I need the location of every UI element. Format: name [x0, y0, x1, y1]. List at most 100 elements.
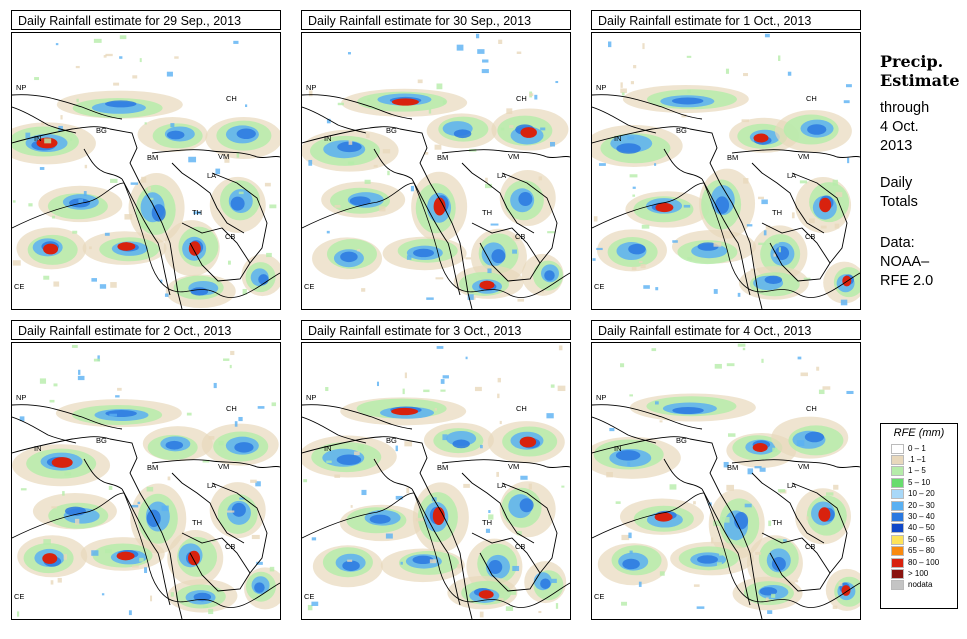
- rain-speck: [659, 420, 663, 423]
- country-label: TH: [772, 208, 782, 217]
- rain-area: [453, 129, 472, 139]
- rain-speck: [53, 383, 58, 387]
- country-label: BG: [96, 126, 107, 135]
- rain-speck: [555, 80, 559, 84]
- rain-speck: [796, 440, 805, 447]
- rain-speck: [484, 183, 492, 189]
- country-label: CE: [14, 282, 24, 291]
- rain-speck: [223, 358, 230, 361]
- country-border: [461, 162, 535, 234]
- rain-area: [544, 270, 555, 281]
- rain-speck: [631, 266, 637, 271]
- rain-speck: [497, 377, 501, 383]
- rain-speck: [629, 394, 633, 397]
- rain-speck: [132, 565, 139, 568]
- through-label: through: [880, 100, 930, 116]
- heavy-rain-area: [391, 407, 419, 416]
- rainfall-map: NP CH IN BG BM VM LA TH CB CE: [591, 32, 861, 310]
- rain-speck: [456, 44, 464, 51]
- country-border: [461, 472, 535, 544]
- legend-swatch: [891, 512, 904, 523]
- rain-speck: [202, 459, 210, 463]
- country-label: BM: [437, 153, 448, 162]
- rain-speck: [818, 389, 825, 395]
- country-border: [689, 438, 763, 619]
- rain-speck: [402, 388, 405, 395]
- country-label: NP: [306, 83, 316, 92]
- rain-speck: [91, 278, 98, 282]
- country-label: LA: [207, 171, 216, 180]
- country-border: [751, 472, 825, 544]
- rain-speck: [78, 369, 81, 375]
- country-border: [411, 488, 461, 606]
- country-label: LA: [497, 481, 506, 490]
- legend-swatch: [891, 455, 904, 466]
- country-border: [12, 126, 111, 144]
- rain-speck: [256, 561, 263, 565]
- rain-speck: [479, 444, 483, 449]
- country-label: NP: [16, 83, 26, 92]
- coastline: [302, 492, 570, 608]
- rain-speck: [144, 122, 147, 125]
- rain-speck: [846, 390, 854, 395]
- rain-speck: [326, 230, 330, 234]
- heavy-rain-area: [43, 243, 59, 255]
- rain-speck: [534, 94, 538, 100]
- rain-speck: [83, 191, 87, 196]
- country-label: LA: [787, 171, 796, 180]
- rain-speck: [791, 212, 795, 219]
- country-label: NP: [16, 393, 26, 402]
- rain-speck: [16, 611, 20, 617]
- heavy-rain-area: [819, 197, 832, 213]
- legend-swatch: [891, 523, 904, 534]
- rain-speck: [686, 55, 692, 58]
- rain-speck: [334, 474, 341, 478]
- rain-speck: [239, 497, 245, 500]
- rain-speck: [538, 176, 543, 181]
- rain-area: [336, 454, 362, 466]
- country-border: [109, 438, 183, 619]
- rain-speck: [376, 381, 380, 387]
- country-label: CE: [304, 592, 314, 601]
- rain-speck: [512, 235, 520, 241]
- rain-speck: [797, 356, 802, 360]
- rain-area: [491, 249, 506, 264]
- rain-speck: [78, 199, 84, 203]
- rain-speck: [39, 167, 45, 170]
- rain-speck: [137, 501, 141, 505]
- panel-title: Daily Rainfall estimate for 30 Sep., 201…: [301, 10, 571, 30]
- country-border: [302, 94, 413, 120]
- rain-speck: [555, 603, 559, 609]
- rain-speck: [655, 287, 659, 291]
- rain-speck: [642, 43, 645, 50]
- legend-item: 40 – 50: [881, 523, 957, 534]
- country-border: [441, 459, 570, 469]
- rain-speck: [400, 561, 403, 565]
- side-title-1: Precip.: [880, 52, 944, 71]
- rain-speck: [506, 108, 513, 115]
- rain-speck: [761, 199, 768, 205]
- country-border: [592, 126, 691, 144]
- rain-speck: [161, 505, 169, 512]
- rain-speck: [139, 557, 144, 562]
- rain-speck: [103, 55, 107, 58]
- panel-title: Daily Rainfall estimate for 4 Oct., 2013: [591, 320, 861, 340]
- heavy-rain-area: [117, 242, 136, 251]
- rain-speck: [651, 348, 657, 352]
- rain-speck: [481, 69, 489, 74]
- panel-title: Daily Rainfall estimate for 29 Sep., 201…: [11, 10, 281, 30]
- rain-speck: [406, 487, 410, 494]
- rain-speck: [546, 413, 554, 419]
- rain-speck: [423, 389, 430, 393]
- country-label: IN: [614, 444, 622, 453]
- rain-speck: [141, 176, 147, 183]
- rain-speck: [800, 372, 808, 377]
- rain-speck: [93, 38, 102, 43]
- rain-speck: [687, 89, 691, 94]
- rain-speck: [130, 182, 139, 185]
- rain-area: [775, 246, 790, 261]
- country-label: TH: [192, 518, 202, 527]
- country-label: CH: [516, 94, 527, 103]
- rain-speck: [628, 532, 632, 539]
- rain-speck: [654, 163, 657, 166]
